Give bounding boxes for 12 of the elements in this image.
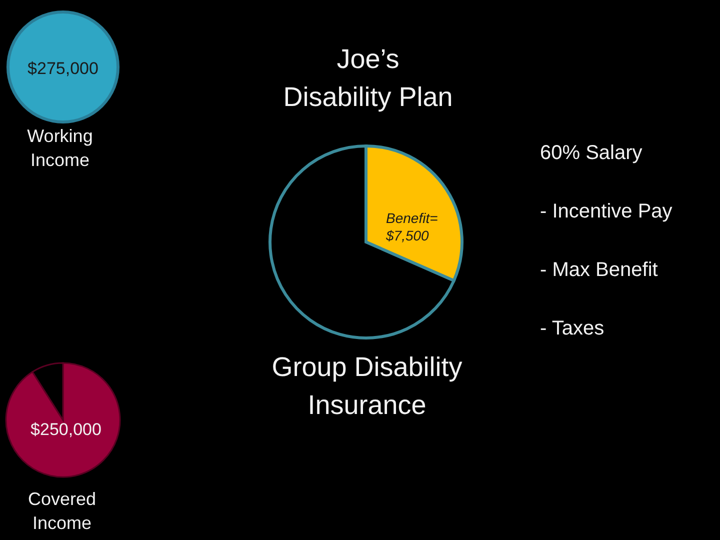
text: Group Disability Insurance	[272, 352, 463, 420]
text: 60% Salary	[540, 142, 642, 164]
text: - Taxes	[540, 318, 604, 340]
pie-slice	[5, 362, 121, 478]
text: - Max Benefit	[540, 259, 658, 281]
text: Working Income	[27, 126, 93, 170]
text: $250,000	[30, 420, 102, 439]
text: Covered Income	[28, 489, 96, 533]
text: Benefit= $7,500	[385, 210, 438, 244]
chart-title: Joe’s Disability Plan	[283, 44, 453, 112]
text: $275,000	[28, 59, 98, 78]
text: - Incentive Pay	[540, 200, 672, 222]
